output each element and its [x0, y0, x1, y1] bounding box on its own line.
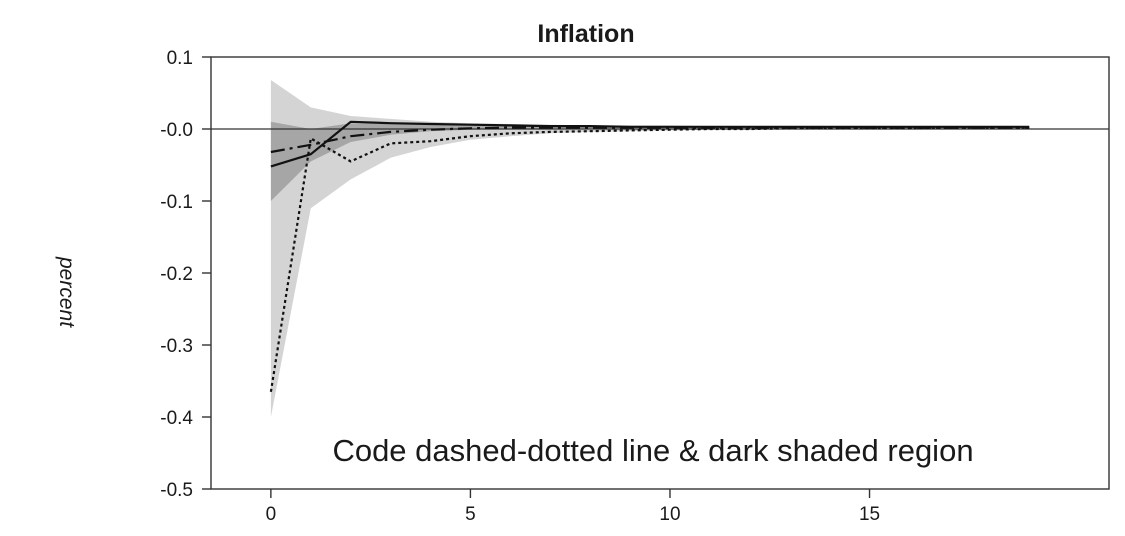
- chart-annotation: Code dashed-dotted line & dark shaded re…: [332, 433, 973, 468]
- y-tick-label: -0.4: [160, 408, 193, 429]
- x-tick-label: 5: [465, 504, 476, 525]
- tick-labels: 0.1 -0.0 -0.1 -0.2 -0.3 -0.4 -0.5 0 5 10 15: [160, 48, 880, 525]
- y-tick-label: 0.1: [167, 48, 193, 69]
- series-lines: [269, 120, 1030, 392]
- x-tick-label: 15: [859, 504, 880, 525]
- y-tick-label: -0.0: [160, 120, 193, 141]
- y-tick-label: -0.2: [160, 264, 193, 285]
- chart-title: Inflation: [537, 20, 634, 48]
- y-tick-label: -0.1: [160, 192, 193, 213]
- dotted-series-line: [269, 126, 1030, 392]
- dark-shaded-band: [270, 121, 1030, 201]
- x-tick-label: 0: [266, 504, 277, 525]
- y-tick-label: -0.5: [160, 480, 193, 501]
- confidence-bands: [270, 80, 1030, 417]
- axes: [202, 56, 1110, 498]
- y-tick-label: -0.3: [160, 336, 193, 357]
- x-tick-label: 10: [659, 504, 680, 525]
- y-axis-label: percent: [55, 256, 78, 328]
